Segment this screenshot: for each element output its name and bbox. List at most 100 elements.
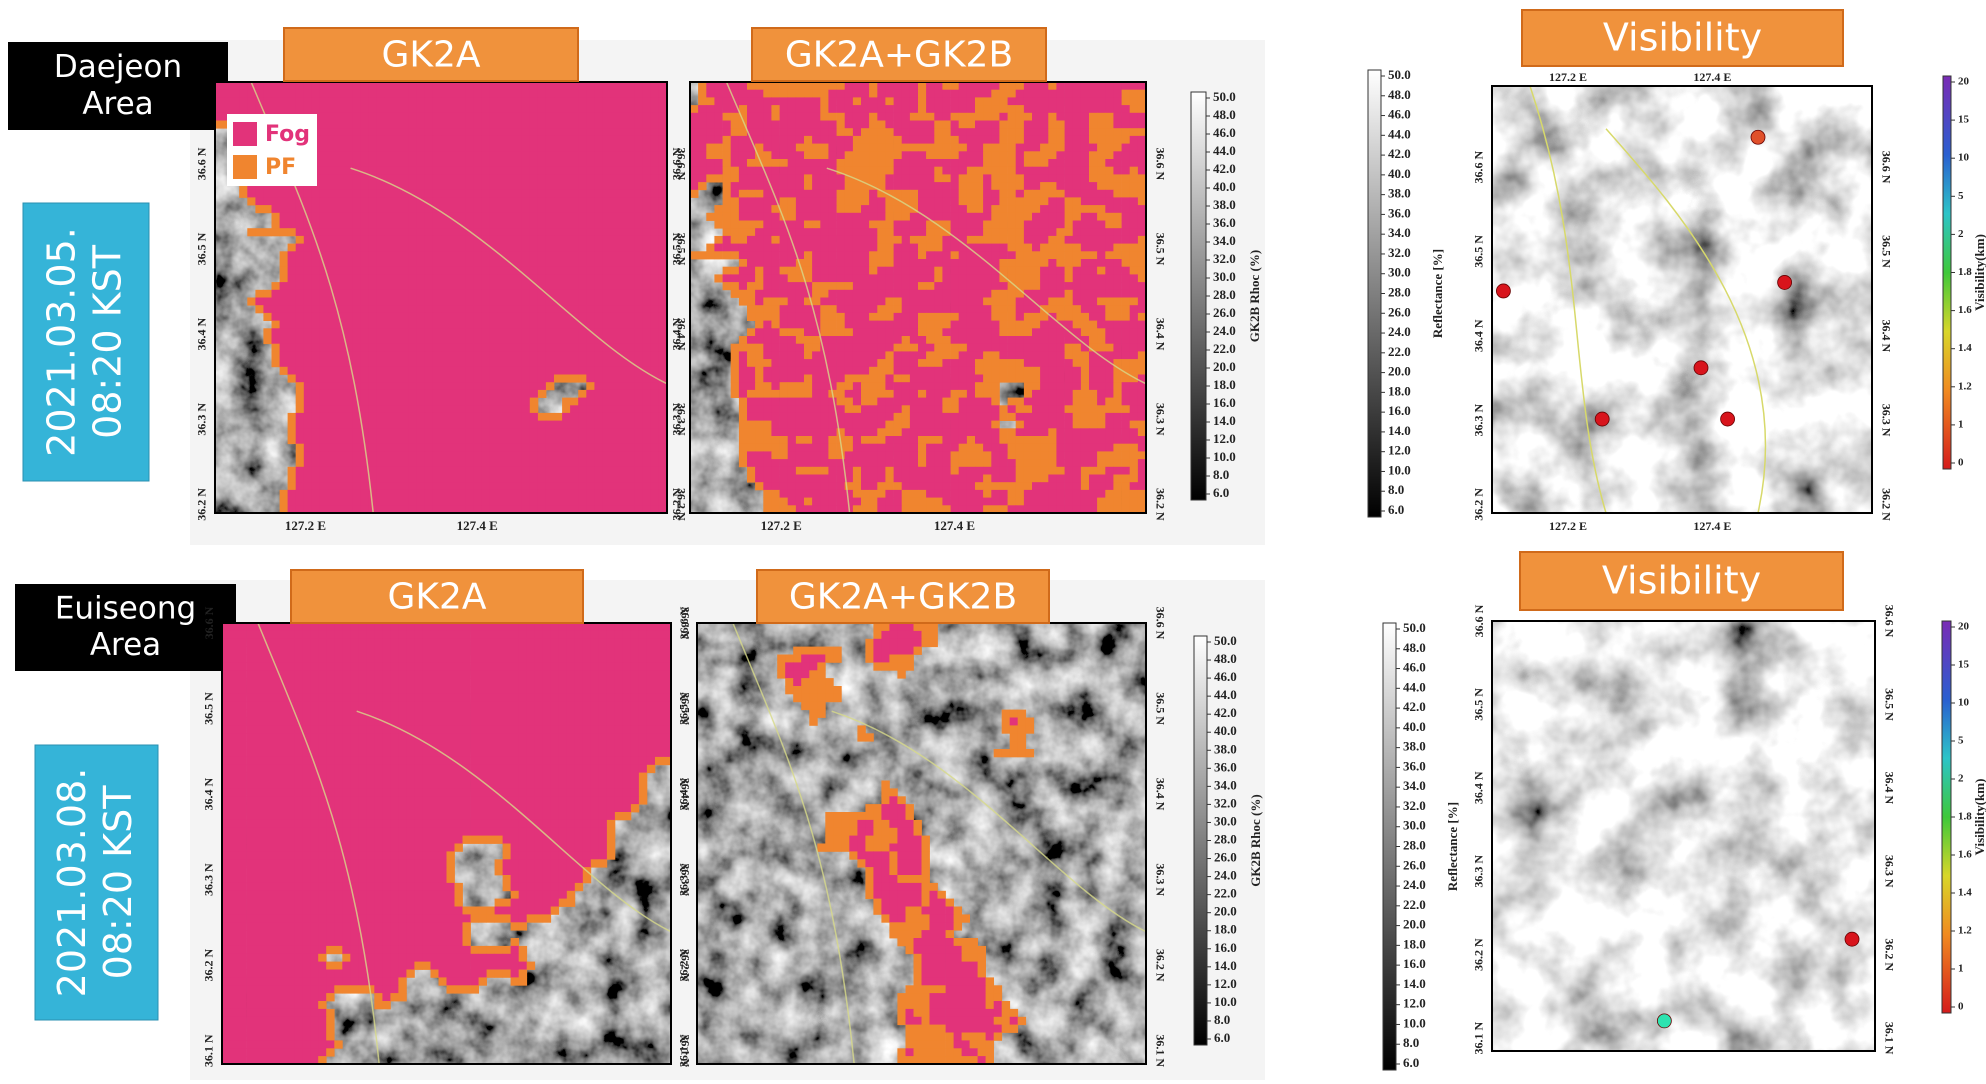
fog-cell bbox=[698, 159, 707, 167]
fog-cell bbox=[1089, 190, 1098, 198]
fog-cell bbox=[522, 113, 531, 121]
fog-cell bbox=[1073, 282, 1082, 290]
fog-cell bbox=[643, 428, 652, 436]
fog-cell bbox=[320, 167, 329, 175]
fog-cell bbox=[586, 136, 595, 144]
fog-cell bbox=[280, 105, 289, 113]
fog-cell bbox=[336, 382, 345, 390]
fog-cell bbox=[602, 405, 611, 413]
fog-cell bbox=[910, 197, 919, 205]
fog-cell bbox=[942, 151, 951, 159]
fog-cell bbox=[1105, 121, 1114, 129]
fog-cell bbox=[926, 251, 935, 259]
fog-cell bbox=[651, 159, 660, 167]
fog-cell bbox=[570, 121, 579, 129]
fog-cell bbox=[983, 182, 992, 190]
fog-cell bbox=[578, 421, 587, 429]
fog-cell bbox=[651, 113, 660, 121]
fog-cell bbox=[465, 213, 474, 221]
fog-cell bbox=[336, 405, 345, 413]
fog-cell bbox=[1122, 197, 1131, 205]
fog-cell bbox=[910, 367, 919, 375]
fog-cell bbox=[514, 221, 523, 229]
fog-cell bbox=[344, 421, 353, 429]
fog-cell bbox=[967, 128, 976, 136]
fog-cell bbox=[489, 128, 498, 136]
fog-cell bbox=[546, 82, 555, 90]
fog-cell bbox=[385, 367, 394, 375]
fog-cell bbox=[296, 413, 305, 421]
fog-cell bbox=[594, 344, 603, 352]
fog-cell bbox=[312, 459, 321, 467]
fog-cell bbox=[376, 451, 385, 459]
fog-cell bbox=[498, 267, 507, 275]
fog-cell bbox=[449, 436, 458, 444]
fog-cell bbox=[360, 121, 369, 129]
fog-cell bbox=[417, 467, 426, 475]
fog-cell bbox=[1032, 136, 1041, 144]
fog-cell bbox=[449, 282, 458, 290]
fog-cell bbox=[959, 197, 968, 205]
fog-cell bbox=[739, 344, 748, 352]
fog-cell bbox=[861, 290, 870, 298]
fog-cell bbox=[247, 197, 256, 205]
fog-cell bbox=[619, 428, 628, 436]
fog-cell bbox=[506, 97, 514, 105]
fog-cell bbox=[1089, 390, 1098, 398]
fog-cell bbox=[506, 190, 514, 198]
fog-cell bbox=[376, 144, 385, 152]
fog-cell bbox=[498, 490, 507, 498]
fog-cell bbox=[425, 228, 434, 236]
fog-cell bbox=[611, 121, 620, 129]
fog-cell bbox=[481, 375, 490, 383]
fog-cell bbox=[489, 390, 498, 398]
fog-cell bbox=[449, 321, 458, 329]
fog-cell bbox=[562, 144, 571, 152]
fog-cell bbox=[1008, 190, 1017, 198]
fog-cell bbox=[223, 82, 232, 90]
fog-cell bbox=[586, 105, 595, 113]
fog-cell bbox=[433, 251, 442, 259]
fog-cell bbox=[586, 151, 595, 159]
fog-cell bbox=[530, 90, 539, 98]
fog-cell bbox=[1032, 367, 1041, 375]
fog-cell bbox=[869, 82, 878, 90]
fog-cell bbox=[489, 298, 498, 306]
fog-cell bbox=[498, 451, 507, 459]
fog-cell bbox=[385, 105, 394, 113]
fog-cell bbox=[788, 128, 797, 136]
fog-cell bbox=[1089, 359, 1098, 367]
fog-cell bbox=[336, 467, 345, 475]
fog-cell bbox=[538, 121, 547, 129]
fog-cell bbox=[336, 359, 345, 367]
fog-cell bbox=[352, 313, 361, 321]
fog-cell bbox=[586, 244, 595, 252]
fog-cell bbox=[934, 313, 943, 321]
fog-cell bbox=[804, 313, 813, 321]
fog-cell bbox=[506, 244, 514, 252]
fog-cell bbox=[627, 259, 636, 267]
fog-cell bbox=[714, 97, 723, 105]
fog-cell bbox=[611, 190, 620, 198]
fog-cell bbox=[328, 321, 337, 329]
fog-cell bbox=[1056, 205, 1065, 213]
fog-cell bbox=[514, 313, 523, 321]
fog-cell bbox=[1032, 244, 1041, 252]
fog-cell bbox=[739, 274, 748, 282]
fog-cell bbox=[837, 97, 846, 105]
fog-cell bbox=[506, 451, 514, 459]
fog-cell bbox=[926, 113, 935, 121]
fog-cell bbox=[401, 390, 410, 398]
fog-cell bbox=[255, 290, 264, 298]
fog-cell bbox=[312, 259, 321, 267]
fog-cell bbox=[336, 136, 345, 144]
fog-cell bbox=[602, 321, 611, 329]
fog-cell bbox=[1081, 121, 1090, 129]
fog-cell bbox=[698, 97, 707, 105]
fog-cell bbox=[845, 197, 854, 205]
fog-cell bbox=[1097, 205, 1106, 213]
fog-cell bbox=[975, 305, 984, 313]
fog-cell bbox=[457, 167, 466, 175]
fog-cell bbox=[530, 375, 539, 383]
fog-cell bbox=[457, 482, 466, 490]
